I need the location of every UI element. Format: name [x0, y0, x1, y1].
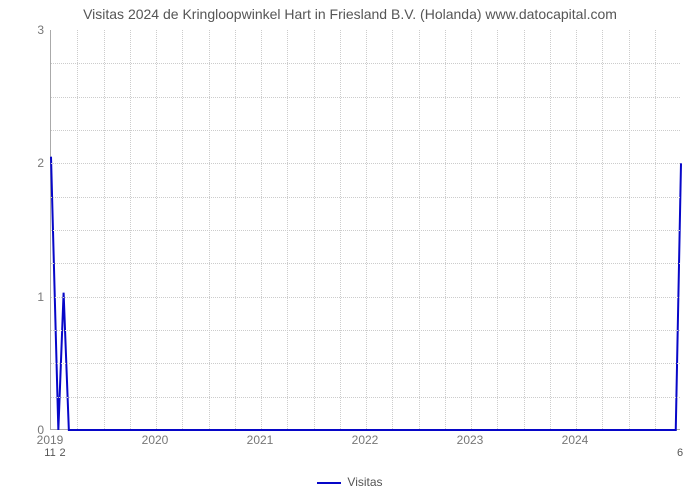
grid-line-h-minor: [51, 130, 680, 131]
grid-line-h-minor: [51, 97, 680, 98]
legend-swatch: [317, 482, 341, 484]
plot-area: [50, 30, 680, 430]
data-point-label: 2: [60, 447, 66, 459]
grid-line-h-minor: [51, 63, 680, 64]
y-tick-label: 2: [20, 156, 44, 170]
chart-title: Visitas 2024 de Kringloopwinkel Hart in …: [0, 6, 700, 22]
x-tick-label: 2019: [37, 433, 64, 447]
grid-line-h-major: [51, 297, 680, 298]
x-tick-label: 2022: [352, 433, 379, 447]
grid-line-h-minor: [51, 330, 680, 331]
chart-container: { "chart": { "type": "line", "title": "V…: [0, 0, 700, 500]
grid-line-h-major: [51, 163, 680, 164]
grid-line-h-minor: [51, 230, 680, 231]
x-tick-label: 2024: [562, 433, 589, 447]
data-point-label: 11: [44, 447, 55, 459]
grid-line-h-minor: [51, 363, 680, 364]
data-point-label: 6: [677, 447, 683, 459]
x-tick-label: 2023: [457, 433, 484, 447]
y-tick-label: 3: [20, 23, 44, 37]
grid-line-h-minor: [51, 263, 680, 264]
grid-line-h-minor: [51, 397, 680, 398]
y-tick-label: 1: [20, 290, 44, 304]
x-tick-label: 2021: [247, 433, 274, 447]
x-tick-label: 2020: [142, 433, 169, 447]
grid-line-h-minor: [51, 197, 680, 198]
legend-label: Visitas: [347, 475, 382, 489]
legend: Visitas: [0, 475, 700, 489]
